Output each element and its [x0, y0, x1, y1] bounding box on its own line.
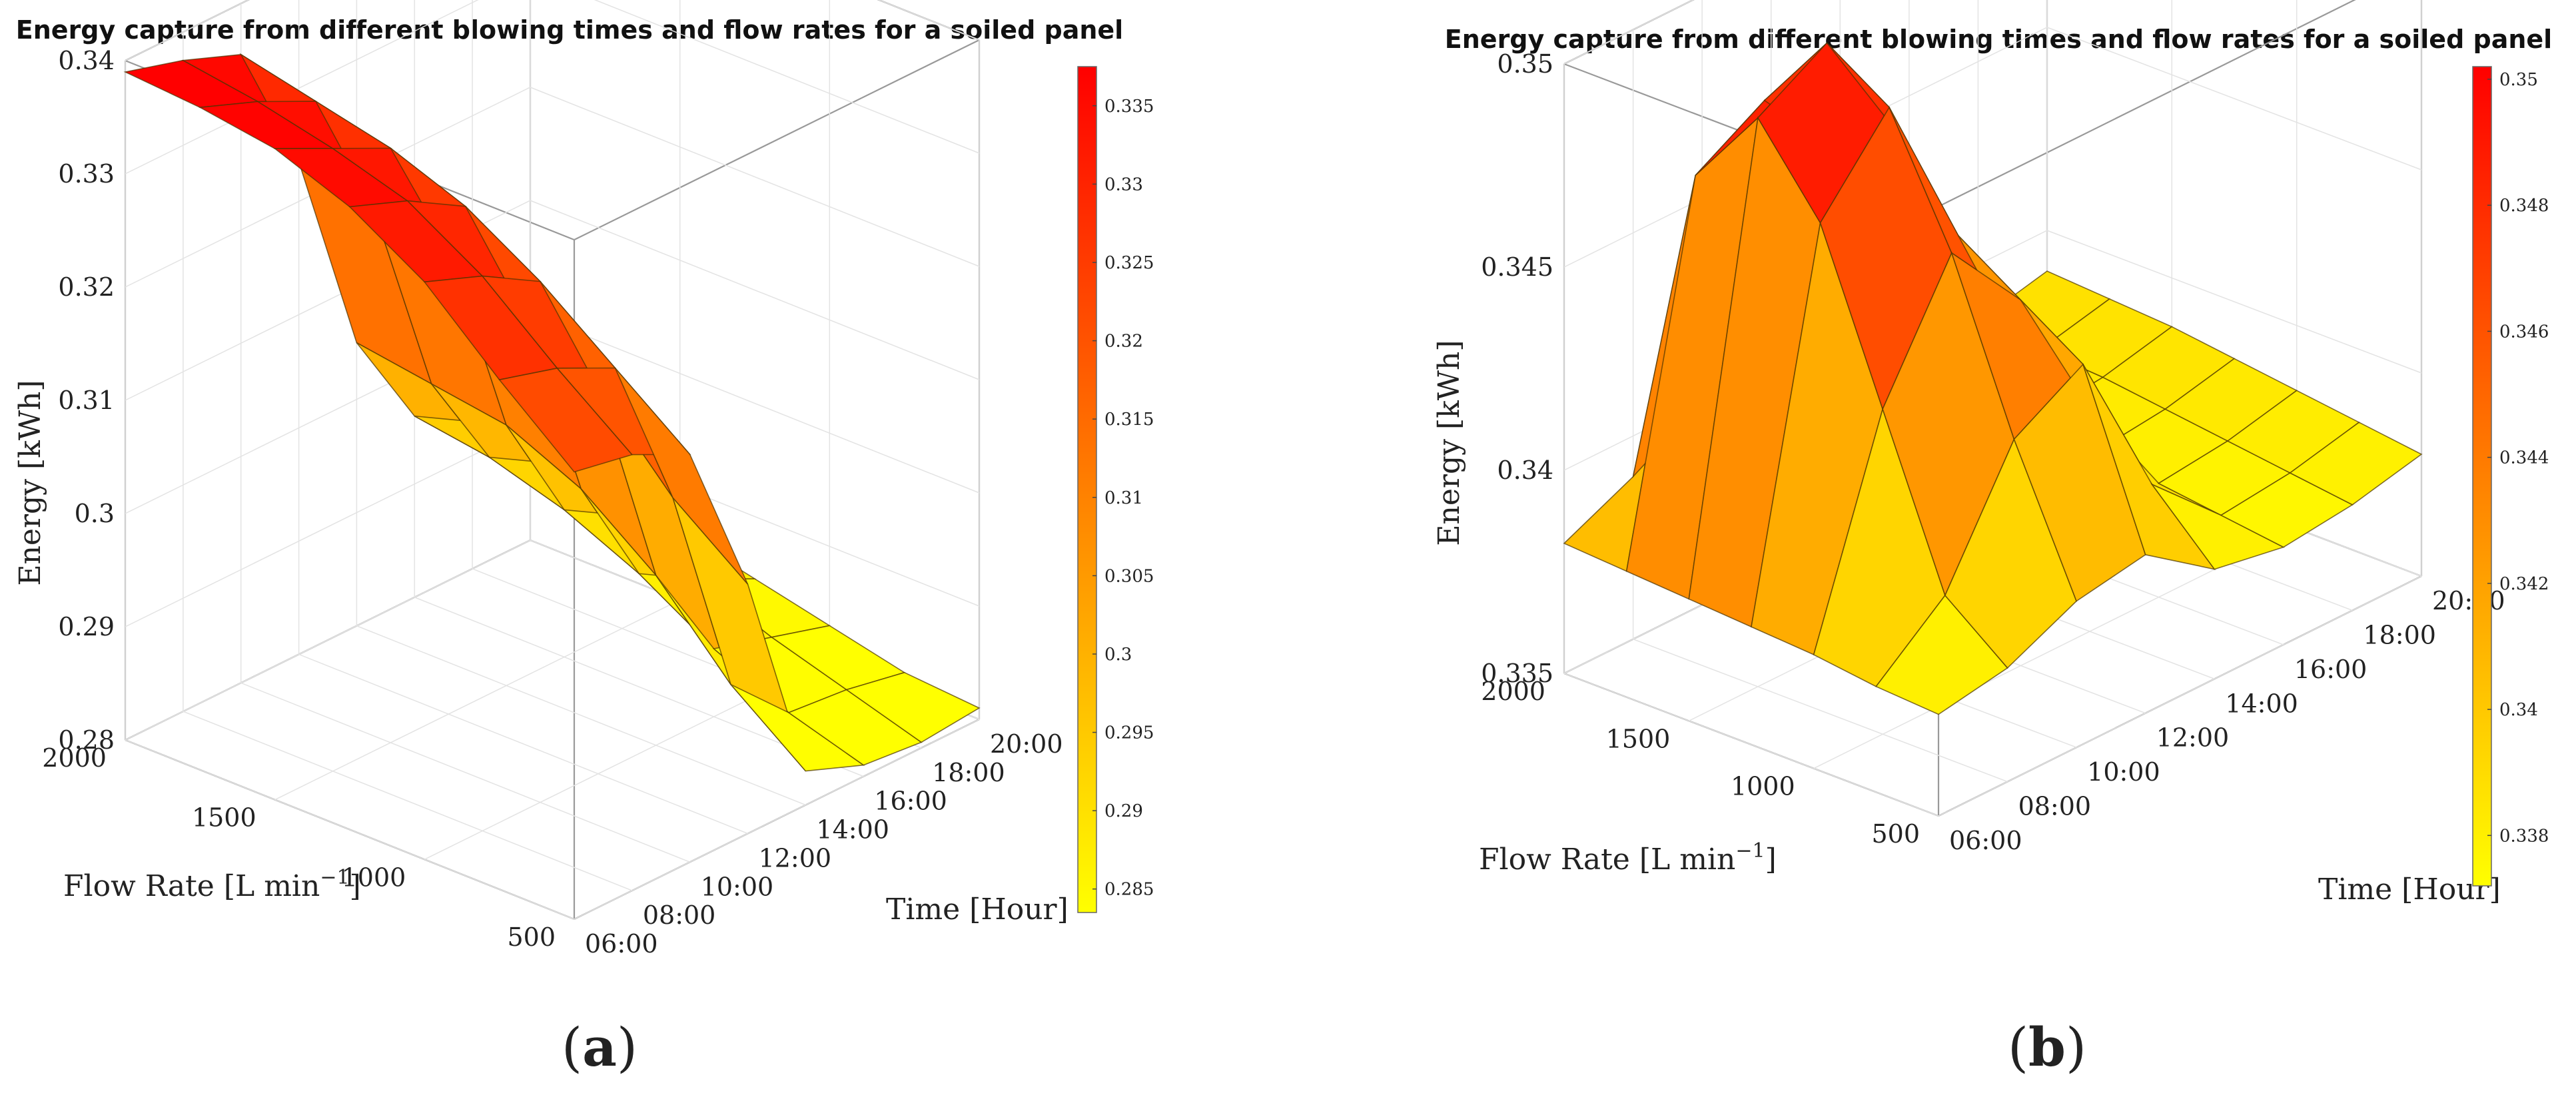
z-tick-label: 0.34 [1497, 456, 1553, 485]
x-axis-label: Time [Hour] [2318, 873, 2501, 907]
y-tick-label: 2000 [42, 743, 107, 773]
colorbar-tick-label: 0.34 [2499, 700, 2538, 720]
colorbar [1077, 66, 1097, 913]
y-tick-label: 500 [1871, 819, 1920, 849]
x-tick-label: 18:00 [2363, 620, 2436, 649]
box-edge [574, 39, 980, 240]
z-tick-label: 0.31 [58, 386, 115, 415]
z-tick-label: 0.34 [58, 46, 115, 75]
y-tick-label: 1500 [192, 803, 256, 833]
z-tick-label: 0.29 [58, 612, 115, 641]
y-tick-label: 1500 [1606, 724, 1671, 753]
x-axis-label: Time [Hour] [886, 893, 1069, 926]
colorbar-tick-label: 0.342 [2499, 574, 2549, 594]
x-tick-label: 06:00 [1949, 826, 2022, 855]
surface-patch [2289, 422, 2423, 506]
y-axis-label: Flow Rate [L min−1] [63, 866, 361, 903]
z-tick-label: 0.335 [1481, 659, 1553, 688]
y-axis-label-sup: −1 [1735, 839, 1765, 863]
y-tick-label: 2000 [1481, 677, 1545, 706]
colorbar-tick-label: 0.348 [2499, 196, 2549, 216]
panel-label-open: ( [2008, 1016, 2028, 1078]
z-tick-label: 0.33 [58, 159, 115, 188]
x-tick-label: 20:00 [2432, 586, 2505, 615]
surface [1563, 42, 2423, 715]
panel-label: (b) [2008, 1016, 2086, 1078]
z-tick-label: 0.3 [75, 499, 115, 528]
colorbar-tick-label: 0.33 [1104, 175, 1143, 194]
z-axis-label: Energy [kWh] [1432, 340, 1466, 546]
z-tick-label: 0.28 [58, 725, 115, 755]
colorbar-tick-label: 0.335 [1104, 97, 1154, 117]
x-tick-label: 06:00 [585, 929, 658, 958]
z-axis-label: Energy [kWh] [13, 380, 47, 585]
x-tick-label: 10:00 [701, 872, 774, 901]
x-tick-label: 14:00 [816, 815, 889, 845]
panel-label-letter: b [2028, 1016, 2066, 1078]
y-axis-label-sup: −1 [320, 866, 349, 889]
surface-patch [845, 671, 981, 743]
x-tick-label: 20:00 [990, 729, 1063, 759]
colorbar-tick-label: 0.31 [1104, 488, 1143, 508]
y-tick-label: 500 [507, 922, 556, 952]
y-axis-label-suffix: ] [1765, 843, 1777, 877]
colorbar-tick-label: 0.285 [1104, 880, 1154, 900]
box-edge [1938, 0, 2356, 207]
x-tick-label: 14:00 [2225, 689, 2298, 718]
colorbar-tick-label: 0.305 [1104, 566, 1154, 586]
panel-label-close: ) [2066, 1016, 2086, 1078]
colorbar-tick-label: 0.344 [2499, 448, 2549, 468]
y-axis-label: Flow Rate [L min−1] [1479, 839, 1777, 877]
colorbar-tick-label: 0.29 [1104, 801, 1143, 821]
y-gridline [1938, 0, 2422, 817]
colorbar-tick-label: 0.338 [2499, 826, 2549, 846]
chart-panel-a: Energy capture from different blowing ti… [13, 0, 1154, 1078]
z-tick-label: 0.32 [58, 272, 115, 302]
x-tick-label: 16:00 [2294, 655, 2367, 684]
chart-title: Energy capture from different blowing ti… [16, 15, 1123, 45]
y-axis-label-prefix: Flow Rate [L min [1479, 843, 1735, 877]
colorbar-tick-label: 0.315 [1104, 410, 1154, 430]
x-tick-label: 12:00 [2156, 723, 2230, 753]
x-tick-label: 08:00 [643, 901, 716, 930]
colorbar-tick-label: 0.32 [1104, 332, 1143, 352]
chart-panel-b: Energy capture from different blowing ti… [1432, 0, 2552, 1078]
y-axis-label-prefix: Flow Rate [L min [63, 869, 320, 903]
z-tick-label: 0.345 [1481, 252, 1553, 282]
x-tick-label: 18:00 [932, 758, 1005, 787]
panel-label-letter: a [582, 1016, 617, 1078]
colorbar-tick-label: 0.295 [1104, 723, 1154, 743]
x-tick-label: 16:00 [874, 787, 947, 816]
colorbar [2472, 66, 2492, 887]
colorbar-tick-label: 0.325 [1104, 253, 1154, 273]
y-tick-label: 1000 [1731, 772, 1795, 801]
panel-label-close: ) [617, 1016, 638, 1078]
y-tick-label: 1000 [342, 863, 406, 892]
y-gridline [125, 0, 531, 741]
surface [123, 53, 981, 772]
colorbar-tick-label: 0.346 [2499, 322, 2549, 342]
chart-title: Energy capture from different blowing ti… [1445, 25, 2552, 54]
colorbar-tick-label: 0.35 [2499, 70, 2538, 90]
x-tick-label: 12:00 [759, 843, 832, 873]
colorbar-tick-label: 0.3 [1104, 645, 1132, 665]
x-tick-label: 10:00 [2087, 757, 2160, 787]
panel-label-open: ( [562, 1016, 582, 1078]
panel-label: (a) [562, 1016, 638, 1078]
z-tick-label: 0.35 [1497, 49, 1553, 79]
x-tick-label: 08:00 [2018, 792, 2092, 821]
y-axis-label-suffix: ] [350, 869, 361, 903]
y-gridline [574, 40, 980, 920]
